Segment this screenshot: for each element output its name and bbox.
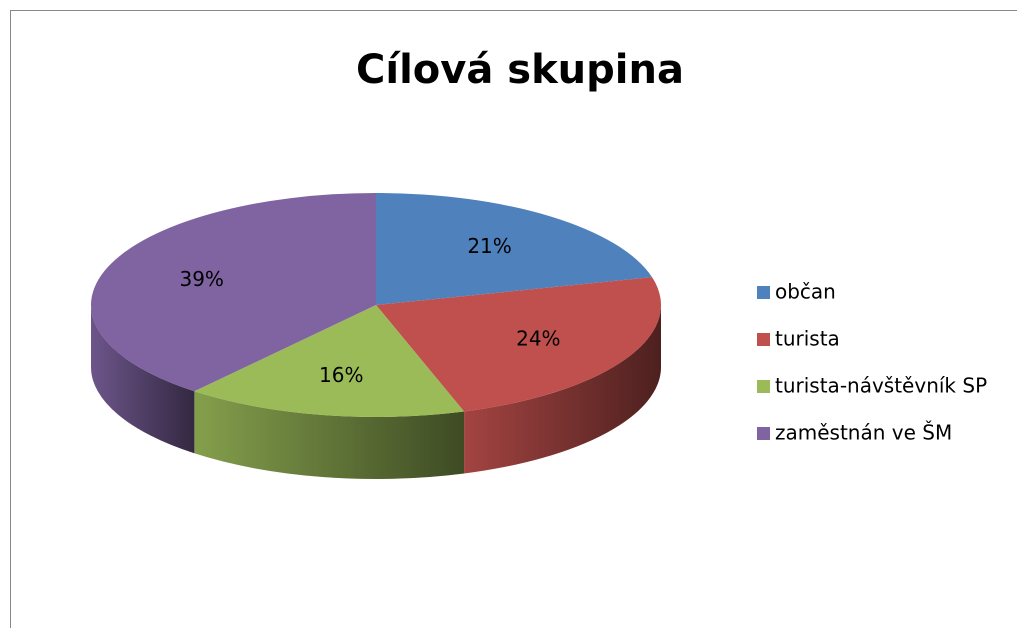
data-label: 21% — [467, 234, 511, 258]
slice — [376, 277, 661, 412]
legend-swatch — [757, 333, 770, 346]
legend-label: turista — [775, 327, 840, 351]
slice-side-shade — [91, 305, 195, 454]
data-label: 39% — [179, 267, 223, 291]
data-label: 16% — [319, 363, 363, 387]
slice — [376, 193, 653, 305]
legend-swatch — [757, 286, 770, 299]
slice — [91, 193, 376, 392]
slice-side-shade — [464, 305, 661, 474]
chart-title: Cílová skupina — [356, 47, 684, 93]
legend-label: zaměstnán ve ŠM — [775, 421, 952, 445]
legend-label: turista-návštěvník SP — [775, 374, 987, 398]
slice — [194, 305, 465, 417]
legend-label: občan — [775, 280, 836, 304]
data-label: 24% — [516, 327, 560, 351]
legend-swatch — [757, 380, 770, 393]
legend-swatch — [757, 427, 770, 440]
slice-side-shade — [194, 391, 465, 479]
